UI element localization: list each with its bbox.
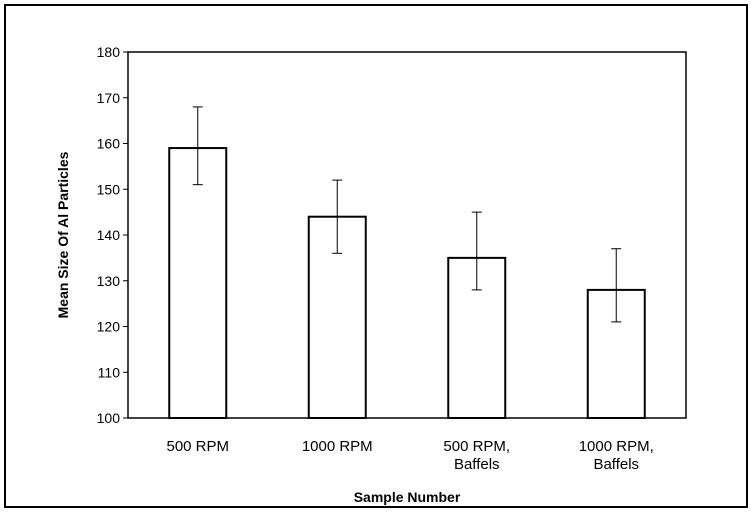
- error-bar: [471, 211, 482, 291]
- x-tick-label: 500 RPM: [166, 438, 229, 455]
- y-tick-label: 180: [97, 44, 121, 60]
- y-axis: 100 110 120 130 140 150 160 170 180: [97, 44, 128, 426]
- y-tick-label: 160: [97, 136, 121, 152]
- error-bar: [192, 106, 203, 186]
- x-tick-label: 1000 RPM: [302, 438, 373, 455]
- x-axis-title: Sample Number: [354, 489, 461, 505]
- y-tick-label: 120: [97, 319, 121, 335]
- y-tick-label: 100: [97, 410, 121, 426]
- y-tick-label: 140: [97, 227, 121, 243]
- y-tick-label: 150: [97, 181, 121, 197]
- bar: [168, 147, 228, 419]
- y-tick-label: 130: [97, 273, 121, 289]
- y-axis-title: Mean Size Of Al Particles: [55, 151, 71, 318]
- x-tick-label-line: Baffels: [454, 456, 500, 473]
- x-tick-label-line: Baffels: [593, 456, 639, 473]
- error-bar: [611, 248, 622, 323]
- error-bars: [192, 106, 622, 323]
- y-tick-label: 170: [97, 90, 121, 106]
- x-tick-label-line: 500 RPM,: [443, 438, 510, 455]
- x-tick-label: 1000 RPM, Baffels: [579, 438, 654, 473]
- error-bar: [332, 179, 343, 254]
- x-tick-label-line: 1000 RPM: [302, 438, 373, 455]
- x-tick-label-line: 500 RPM: [166, 438, 229, 455]
- x-tick-label-line: 1000 RPM,: [579, 438, 654, 455]
- y-tick-label: 110: [98, 364, 121, 380]
- x-tick-label: 500 RPM, Baffels: [443, 438, 510, 473]
- bars: [168, 147, 646, 419]
